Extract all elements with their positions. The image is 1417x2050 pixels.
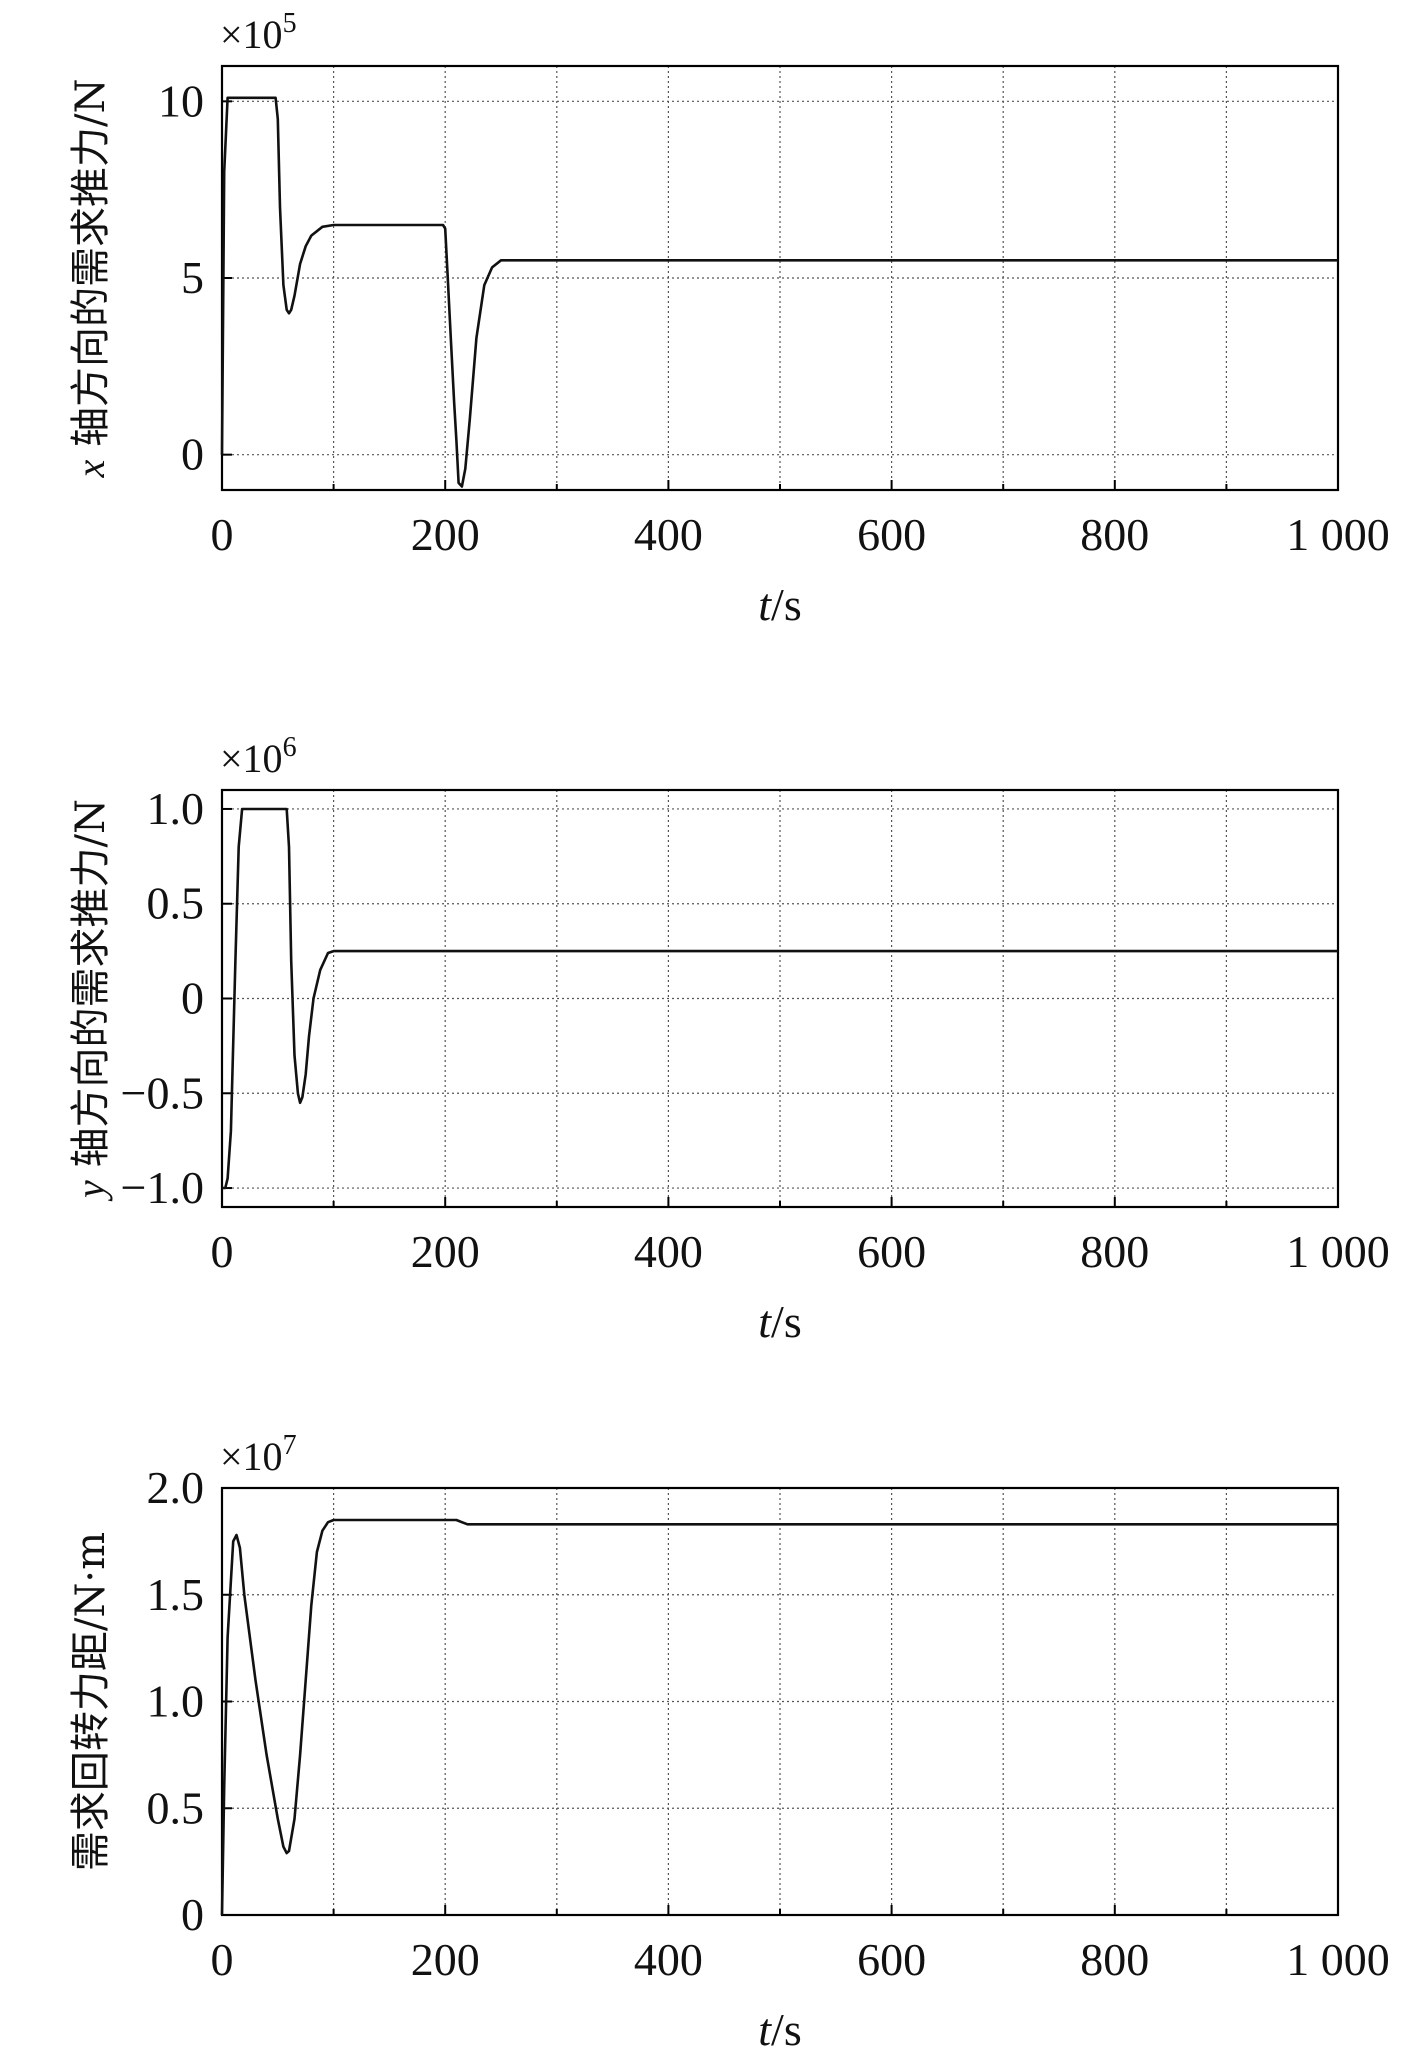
chart-panel-2: 0 200 400 600 800 1 000 −1.0 −0.5 0 0.5 1.0 ×106 t/s… [68,732,1390,1347]
x-axis-label: t/s [758,2004,801,2050]
x-axis-label: t/s [758,1296,801,1347]
y-tick-label: 5 [181,252,204,303]
x-tick-label: 200 [411,509,480,560]
plot-frame [220,1486,1340,1917]
x-tick-label: 600 [857,509,926,560]
x-tick-label: 200 [411,1226,480,1277]
x-tick-label: 1 000 [1286,509,1390,560]
y-tick-label: 1.0 [147,1676,205,1727]
x-tick-label: 0 [211,1934,234,1985]
y-axis-label: x 轴方向的需求推力/N [68,79,114,479]
y-tick-label: 2.0 [147,1462,205,1513]
series-line-1 [222,807,1338,1190]
y-tick-label: 0 [181,1889,204,1940]
y-tick-label: 10 [158,75,204,126]
y-tick-label: 1.0 [147,783,205,834]
chart-panel-1: 0 200 400 600 800 1 000 0 5 10 ×105 t/s x 轴方向的需求推力/… [68,8,1390,630]
x-tick-label: 600 [857,1934,926,1985]
x-tick-label: 600 [857,1226,926,1277]
y-tick-label: 0.5 [147,878,205,929]
x-tick-label: 200 [411,1934,480,1985]
series-line-1 [220,1518,1338,1916]
y-tick-label: 0 [181,429,204,480]
axis-multiplier: ×106 [220,732,297,781]
series-line-1 [220,96,1338,488]
x-tick-label: 800 [1080,1226,1149,1277]
x-tick-label: 400 [634,1226,703,1277]
x-tick-label: 400 [634,1934,703,1985]
y-tick-label: 0 [181,973,204,1024]
axis-multiplier: ×107 [220,1430,297,1479]
x-tick-label: 0 [211,509,234,560]
axis-multiplier: ×105 [220,8,297,57]
y-tick-label: −0.5 [121,1067,204,1118]
x-tick-label: 400 [634,509,703,560]
y-axis-label: y 轴方向的需求推力/N [68,799,114,1202]
x-tick-label: 800 [1080,1934,1149,1985]
plot-frame [220,788,1340,1209]
x-tick-label: 0 [211,1226,234,1277]
y-tick-label: −1.0 [121,1162,204,1213]
x-tick-label: 800 [1080,509,1149,560]
x-tick-label: 1 000 [1286,1934,1390,1985]
x-axis-label: t/s [758,579,801,630]
y-axis-label: 需求回转力距/N·m [68,1532,114,1871]
y-tick-label: 1.5 [147,1569,205,1620]
x-tick-label: 1 000 [1286,1226,1390,1277]
chart-panel-3: 0 200 400 600 800 1 000 0 0.5 1.0 1.5 2.0 ×107 t/s 需求… [68,1430,1390,2050]
y-tick-label: 0.5 [147,1782,205,1833]
